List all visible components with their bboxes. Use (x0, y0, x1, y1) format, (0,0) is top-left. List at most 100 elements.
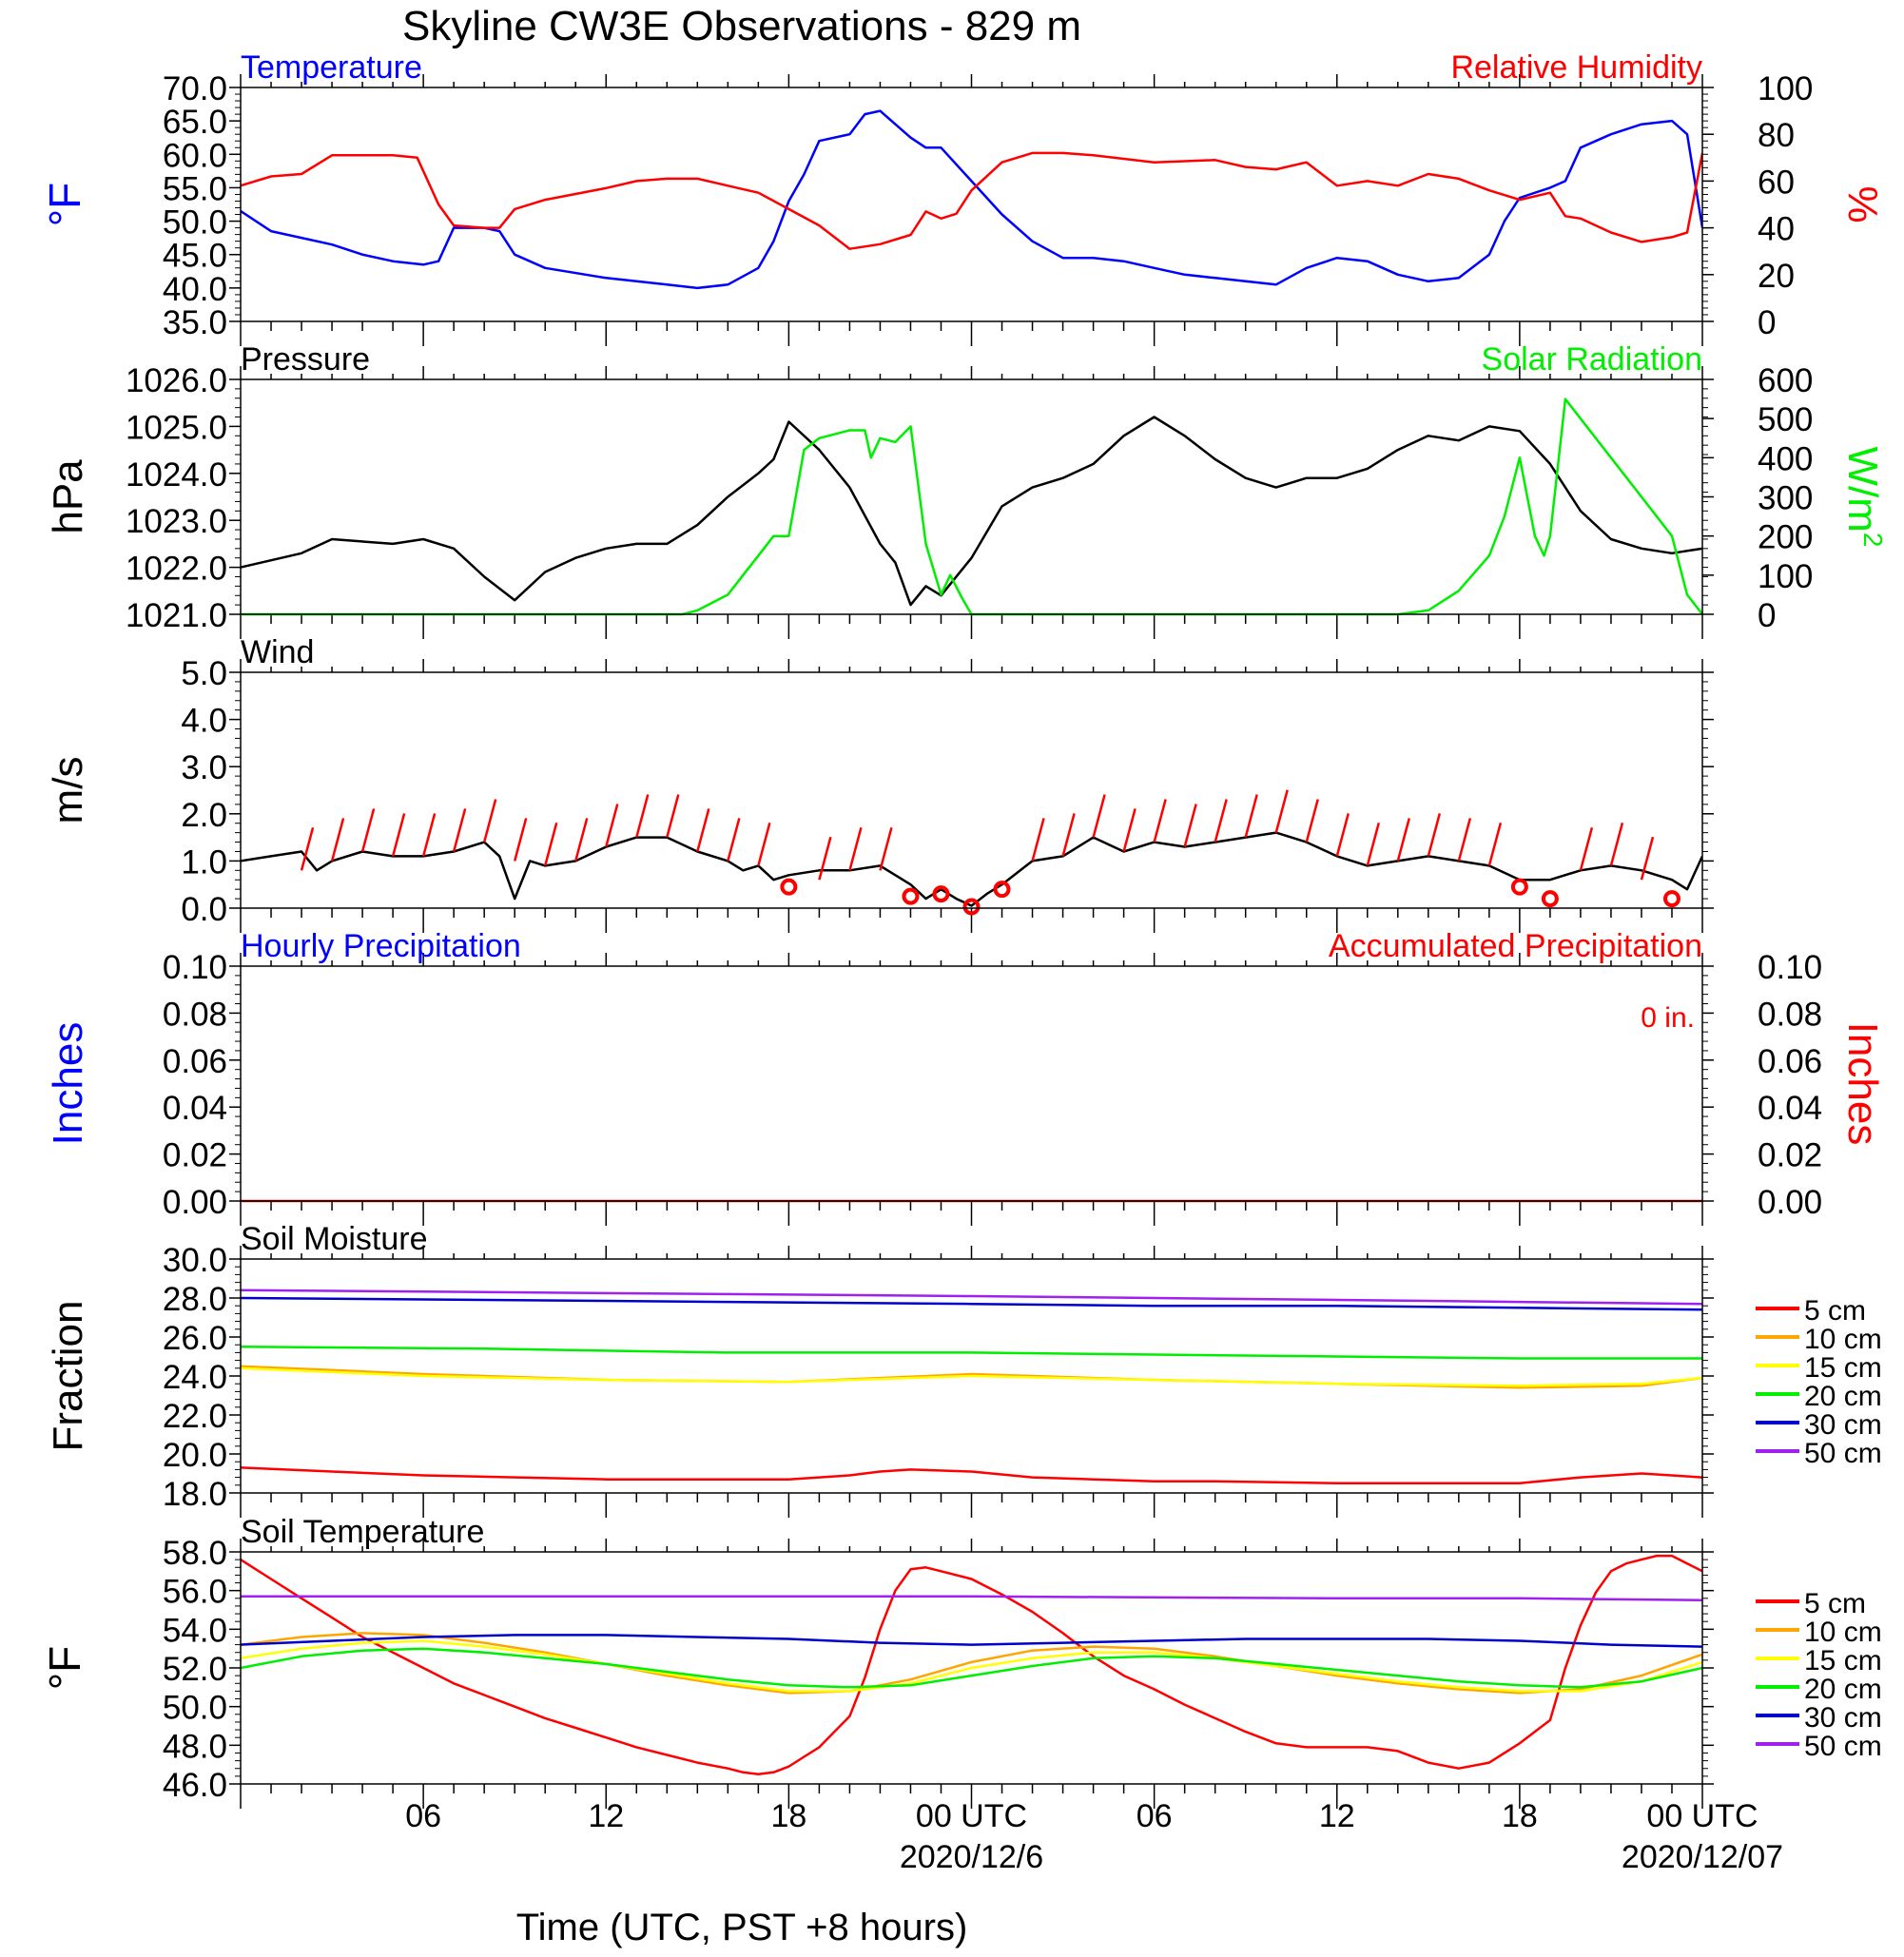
left-unit-label: Fraction (45, 1301, 91, 1452)
panel-title-right: Accumulated Precipitation (1329, 928, 1702, 964)
panel-title-right: Relative Humidity (1450, 49, 1702, 86)
right-tick-label: 40 (1758, 211, 1795, 248)
left-unit-label: hPa (45, 459, 91, 534)
plot-frame (240, 965, 1703, 1202)
wind-barb (452, 808, 467, 852)
right-tick-label: 0.08 (1758, 996, 1822, 1033)
left-tick-label: 52.0 (163, 1651, 227, 1688)
left-tick-label: 1021.0 (126, 597, 227, 634)
wind-barb (1579, 826, 1594, 871)
right-tick-label: 0.10 (1758, 949, 1822, 986)
left-tick-label: 50.0 (163, 1690, 227, 1727)
legend-label: 30 cm (1804, 1409, 1882, 1441)
left-tick-label: 1024.0 (126, 456, 227, 494)
wind-barb (1335, 813, 1350, 857)
wind-barb (605, 804, 619, 847)
panel-title-left: Wind (241, 634, 314, 670)
right-unit-superscript: 2 (1858, 533, 1888, 548)
left-tick-label: 20.0 (163, 1437, 227, 1474)
panel-title-left: Hourly Precipitation (241, 928, 521, 964)
left-tick-label: 18.0 (163, 1476, 227, 1513)
wind-barb (330, 818, 345, 862)
plot-frame (240, 87, 1703, 322)
right-tick-label: 0 (1758, 304, 1776, 341)
legend-label: 20 cm (1804, 1381, 1882, 1412)
right-tick-label: 0 (1758, 597, 1776, 634)
wind-barb (300, 826, 315, 871)
wind-calm-circle (1510, 878, 1528, 896)
left-tick-label: 2.0 (181, 797, 227, 834)
wind-barb (1244, 794, 1258, 838)
left-unit-label: °F (40, 183, 89, 227)
x-tick-label: 18 (1502, 1798, 1538, 1834)
left-tick-label: 1022.0 (126, 551, 227, 588)
legend-label: 10 cm (1804, 1617, 1882, 1648)
wind-barb (482, 799, 497, 843)
wind-calm-circle (962, 898, 981, 916)
left-tick-label: 55.0 (163, 170, 227, 207)
wind-barb (1305, 799, 1319, 843)
wind-barb (696, 808, 710, 852)
x-tick-label: 18 (770, 1798, 806, 1834)
right-tick-label: 300 (1758, 480, 1813, 517)
wind-calm-circle (780, 878, 798, 896)
right-tick-label: 500 (1758, 401, 1813, 438)
right-tick-label: 0.06 (1758, 1043, 1822, 1080)
x-axis: 06 12 18 00 UTC 06 12 18 00 UTC 2020/12/6 2020/12… (405, 1798, 1783, 1875)
wind-barb (1457, 818, 1472, 862)
panel-temperature-humidity: 70.065.060.055.050.045.040.035.0 100 80 60 4… (40, 49, 1886, 346)
x-date-label: 2020/12/6 (900, 1839, 1043, 1875)
legend-label: 20 cm (1804, 1674, 1882, 1705)
wind-calm-circle (902, 887, 920, 905)
wind-barb (1396, 818, 1410, 862)
wind-barb (727, 818, 741, 862)
series-10-cm (241, 1365, 1702, 1389)
panel-title-left: Soil Temperature (241, 1514, 484, 1550)
legend-label: 50 cm (1804, 1731, 1882, 1762)
series-30-cm (241, 1296, 1702, 1311)
left-tick-label: 30.0 (163, 1242, 227, 1279)
x-axis-title: Time (UTC, PST +8 hours) (516, 1907, 968, 1948)
panel-title-left: Temperature (241, 49, 422, 86)
left-tick-label: 40.0 (163, 271, 227, 308)
wind-barb (391, 813, 406, 857)
series-15-cm (241, 1639, 1702, 1693)
x-date-label: 2020/12/07 (1622, 1839, 1783, 1875)
wind-barb (513, 818, 528, 862)
wind-barb (879, 826, 893, 871)
series-solar-radiation (241, 397, 1702, 616)
wind-barb (1609, 823, 1624, 866)
legend-label: 50 cm (1804, 1438, 1882, 1469)
left-tick-label: 1023.0 (126, 503, 227, 540)
left-unit-label: Inches (45, 1022, 91, 1146)
wind-barb (574, 818, 589, 862)
wind-barb (757, 823, 771, 866)
plot-frame (240, 671, 1703, 909)
wind-barb (635, 794, 650, 838)
wind-barb (1183, 804, 1197, 847)
wind-calm-circle (932, 885, 950, 903)
series-pressure (241, 416, 1702, 607)
x-tick-label: 12 (1319, 1798, 1355, 1834)
left-tick-label: 0.10 (163, 949, 227, 986)
accum-annotation: 0 in. (1641, 1002, 1695, 1034)
wind-barb (1031, 818, 1045, 862)
wind-barb (1153, 799, 1167, 843)
wind-barb (421, 813, 437, 857)
left-tick-label: 4.0 (181, 703, 227, 740)
series-30-cm (241, 1634, 1702, 1648)
left-tick-label: 35.0 (163, 304, 227, 341)
x-tick-label: 00 UTC (916, 1798, 1027, 1834)
left-tick-label: 0.0 (181, 891, 227, 928)
left-tick-label: 0.02 (163, 1137, 227, 1174)
plot-frame (240, 1551, 1703, 1785)
left-tick-label: 0.08 (163, 996, 227, 1033)
left-tick-label: 1026.0 (126, 362, 227, 399)
left-tick-label: 50.0 (163, 204, 227, 242)
right-tick-label: 600 (1758, 362, 1813, 399)
right-tick-label: 60 (1758, 164, 1795, 201)
right-tick-label: 400 (1758, 440, 1813, 477)
left-tick-label: 0.04 (163, 1090, 227, 1127)
